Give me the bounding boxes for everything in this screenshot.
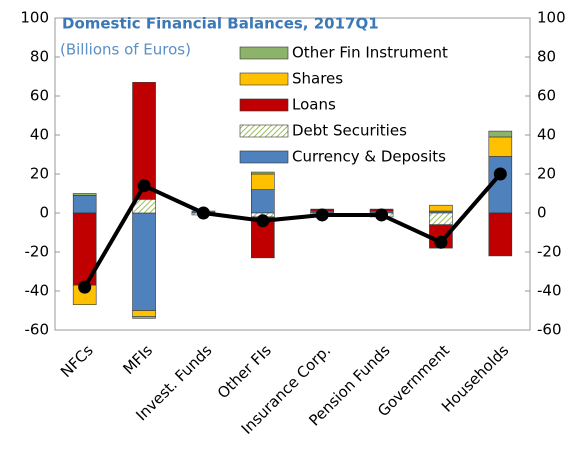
net-point xyxy=(78,280,92,294)
legend-label: Debt Securities xyxy=(292,122,407,140)
legend-swatch xyxy=(239,150,289,164)
y-tick-label: -60 xyxy=(25,321,50,339)
bar-segment xyxy=(72,193,97,196)
y2-tick-label: 80 xyxy=(537,48,556,66)
legend-label: Loans xyxy=(292,96,336,114)
legend-swatch xyxy=(239,72,289,86)
bar-segment xyxy=(132,212,156,311)
bar-segment xyxy=(251,171,275,175)
legend-label: Currency & Deposits xyxy=(292,148,446,166)
y2-tick-label: 100 xyxy=(537,9,566,27)
y-tick-label: 0 xyxy=(39,204,49,222)
net-point xyxy=(493,167,507,181)
net-point xyxy=(434,235,448,249)
y-tick-label: 60 xyxy=(30,87,49,105)
bar-segment xyxy=(132,310,156,317)
net-point xyxy=(196,206,210,220)
chart-title: Domestic Financial Balances, 2017Q1 xyxy=(62,15,379,33)
y2-tick-label: 20 xyxy=(537,165,556,183)
y-tick-label: 20 xyxy=(30,165,49,183)
legend-swatch xyxy=(239,46,289,60)
net-point xyxy=(315,208,329,222)
y-tick-label: 100 xyxy=(20,9,49,27)
y2-tick-label: 0 xyxy=(537,204,547,222)
net-line xyxy=(82,172,502,289)
chart-subtitle: (Billions of Euros) xyxy=(60,41,191,59)
bar-segment xyxy=(72,195,97,214)
y2-tick-label: -40 xyxy=(537,282,562,300)
bar-segment xyxy=(251,173,275,190)
net-point xyxy=(137,179,151,193)
bar-segment xyxy=(429,204,453,212)
legend-swatch xyxy=(239,124,289,138)
bar-segment xyxy=(429,212,453,225)
net-point xyxy=(375,208,389,222)
y-tick-label: 40 xyxy=(30,126,49,144)
net-point xyxy=(256,214,270,228)
y-tick-label: 80 xyxy=(30,48,49,66)
legend-swatch xyxy=(239,98,289,112)
y2-tick-label: 60 xyxy=(537,87,556,105)
plot-frame xyxy=(54,17,531,331)
x-tick-label: MFIs xyxy=(119,341,156,378)
bar-segment xyxy=(488,136,513,157)
bar-segment xyxy=(132,82,156,200)
bar-segment xyxy=(132,316,156,319)
bar-segment xyxy=(488,130,513,138)
y2-tick-label: 40 xyxy=(537,126,556,144)
bar-segment xyxy=(488,212,513,257)
y-tick-label: -40 xyxy=(25,282,50,300)
y2-tick-label: -60 xyxy=(537,321,562,339)
x-tick-label: NFCs xyxy=(57,341,97,381)
legend-label: Other Fin Instrument xyxy=(292,44,448,62)
legend-label: Shares xyxy=(292,70,343,88)
y-tick-label: -20 xyxy=(25,243,50,261)
x-tick-label: Other FIs xyxy=(214,341,275,402)
y2-tick-label: -20 xyxy=(537,243,562,261)
bar-segment xyxy=(251,189,275,214)
